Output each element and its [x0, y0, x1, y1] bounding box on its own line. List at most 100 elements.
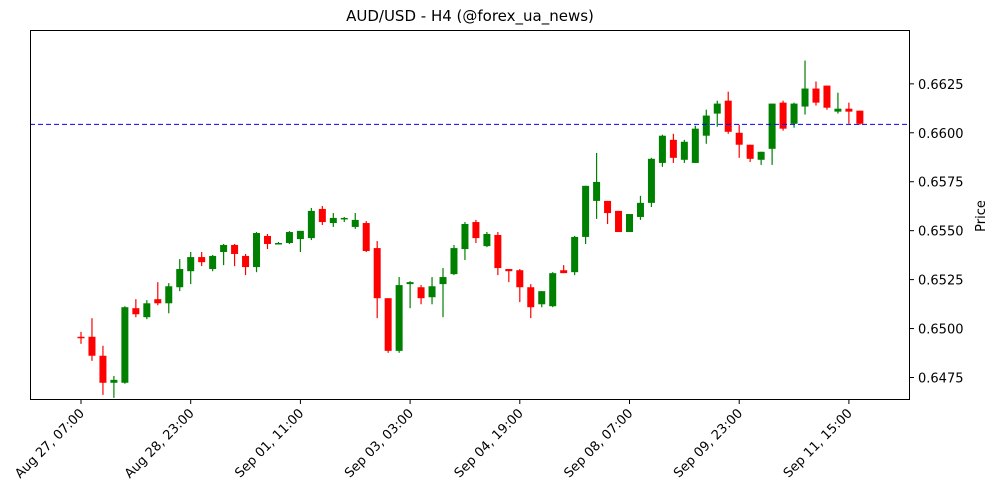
candle-body: [253, 233, 261, 268]
candle: [582, 185, 590, 244]
candle: [593, 152, 601, 219]
candle: [680, 139, 688, 163]
candle: [209, 254, 217, 272]
candle: [494, 232, 502, 276]
candle: [527, 284, 535, 319]
candle: [647, 157, 655, 207]
candle: [823, 85, 831, 110]
y-tick-label: 0.6525: [918, 274, 964, 289]
candle-body: [187, 257, 195, 272]
candle-body: [231, 244, 239, 254]
candle: [461, 222, 469, 261]
candle-body: [99, 355, 107, 383]
candle: [132, 299, 140, 318]
candle-body: [604, 200, 612, 214]
candle-body: [406, 282, 414, 285]
candle: [626, 214, 633, 233]
candle-body: [845, 108, 853, 112]
candle-body: [132, 308, 140, 315]
candle: [417, 285, 425, 305]
candle: [340, 216, 348, 223]
y-tick-label: 0.6500: [918, 323, 964, 338]
candle: [856, 110, 864, 125]
candle: [307, 207, 315, 241]
y-tick-label: 0.6600: [918, 127, 964, 142]
candle: [187, 252, 195, 285]
candle: [669, 133, 677, 163]
candle: [801, 60, 809, 115]
candle: [406, 281, 414, 309]
candle: [242, 253, 250, 276]
candle: [176, 259, 184, 292]
candle-body: [516, 270, 524, 288]
candle-body: [88, 336, 96, 356]
candle: [724, 91, 732, 134]
candle: [165, 283, 173, 314]
x-tick-label: Aug 28, 23:00: [122, 406, 198, 482]
candle-body: [494, 234, 502, 269]
candle-body: [307, 210, 315, 239]
candle-body: [757, 151, 765, 160]
candle-body: [735, 132, 743, 145]
candle: [395, 277, 403, 353]
y-axis-label: Price: [974, 200, 989, 232]
candle-body: [713, 103, 721, 114]
candle: [253, 232, 261, 273]
candle-body: [209, 255, 217, 270]
candle-body: [636, 202, 644, 217]
candle: [691, 125, 699, 163]
candle-body: [626, 214, 633, 233]
candle-body: [242, 255, 250, 268]
candle-body: [702, 115, 710, 136]
candle: [615, 210, 623, 233]
candle-body: [527, 287, 535, 308]
candle-body: [779, 102, 787, 129]
candle-body: [691, 128, 699, 163]
candle: [757, 151, 765, 165]
candle: [373, 241, 381, 319]
candle: [604, 200, 612, 225]
candle: [154, 282, 162, 306]
x-tick-label: Sep 08, 07:00: [561, 406, 636, 481]
candle-body: [165, 286, 173, 304]
plot-frame: [30, 30, 910, 400]
x-tick-label: Sep 11, 15:00: [781, 406, 856, 481]
candle-body: [198, 257, 206, 263]
chart-title: AUD/USD - H4 (@forex_ua_news): [346, 7, 594, 26]
candle: [110, 375, 118, 398]
candle: [472, 219, 480, 243]
candle-body: [647, 158, 655, 203]
candle: [121, 306, 129, 384]
candle-body: [582, 185, 590, 237]
candle-body: [285, 232, 293, 243]
candle: [702, 109, 710, 144]
candle-body: [658, 135, 666, 163]
candle-body: [724, 100, 732, 132]
candle-body: [571, 236, 579, 273]
candle: [571, 235, 579, 276]
candle-body: [395, 285, 403, 351]
candle: [560, 265, 568, 274]
candle-body: [296, 230, 304, 240]
candle: [538, 291, 546, 308]
candle-body: [615, 210, 623, 233]
candle: [812, 81, 820, 106]
candle: [274, 242, 282, 245]
candle-body: [593, 181, 601, 201]
candle: [834, 92, 842, 114]
candle-body: [263, 235, 271, 244]
candle-body: [812, 88, 820, 103]
candle-body: [560, 270, 568, 274]
y-tick-label: 0.6475: [918, 371, 964, 386]
candle: [549, 272, 557, 308]
candle: [636, 195, 644, 220]
candle-body: [220, 244, 228, 252]
candle: [746, 144, 754, 162]
candle: [483, 232, 491, 248]
candle-body: [362, 223, 370, 252]
candle-body: [823, 85, 831, 108]
candle-body: [329, 217, 337, 224]
candle: [439, 268, 447, 318]
x-tick-label: Sep 01, 11:00: [232, 406, 307, 481]
candle-body: [274, 242, 282, 245]
